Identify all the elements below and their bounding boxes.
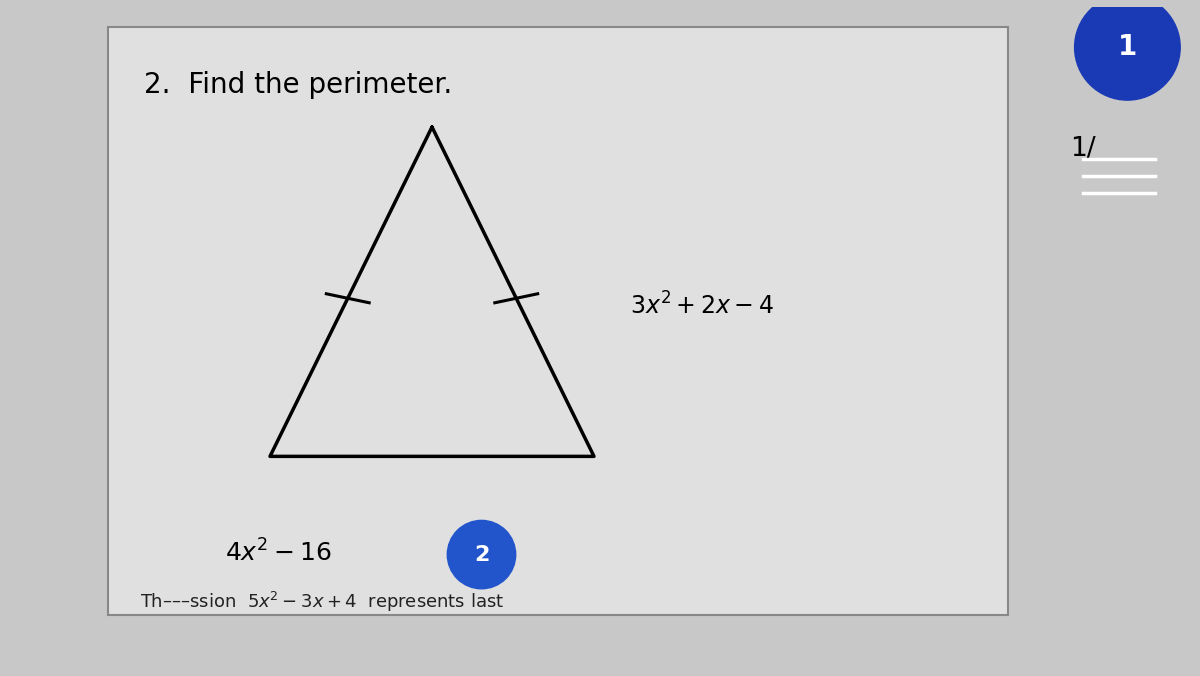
Text: Th–––ssion  $5x^2 - 3x + 4$  represents last: Th–––ssion $5x^2 - 3x + 4$ represents la…: [139, 590, 504, 614]
Text: $3x^2 + 2x - 4$: $3x^2 + 2x - 4$: [630, 293, 774, 320]
Ellipse shape: [1075, 0, 1181, 100]
Text: 1: 1: [1117, 33, 1138, 62]
Text: 2: 2: [474, 545, 490, 564]
Text: 1/: 1/: [1070, 136, 1096, 162]
Text: $4x^2 - 16$: $4x^2 - 16$: [226, 540, 331, 567]
Text: 2.  Find the perimeter.: 2. Find the perimeter.: [144, 71, 452, 99]
Ellipse shape: [448, 521, 516, 589]
FancyBboxPatch shape: [108, 27, 1008, 615]
